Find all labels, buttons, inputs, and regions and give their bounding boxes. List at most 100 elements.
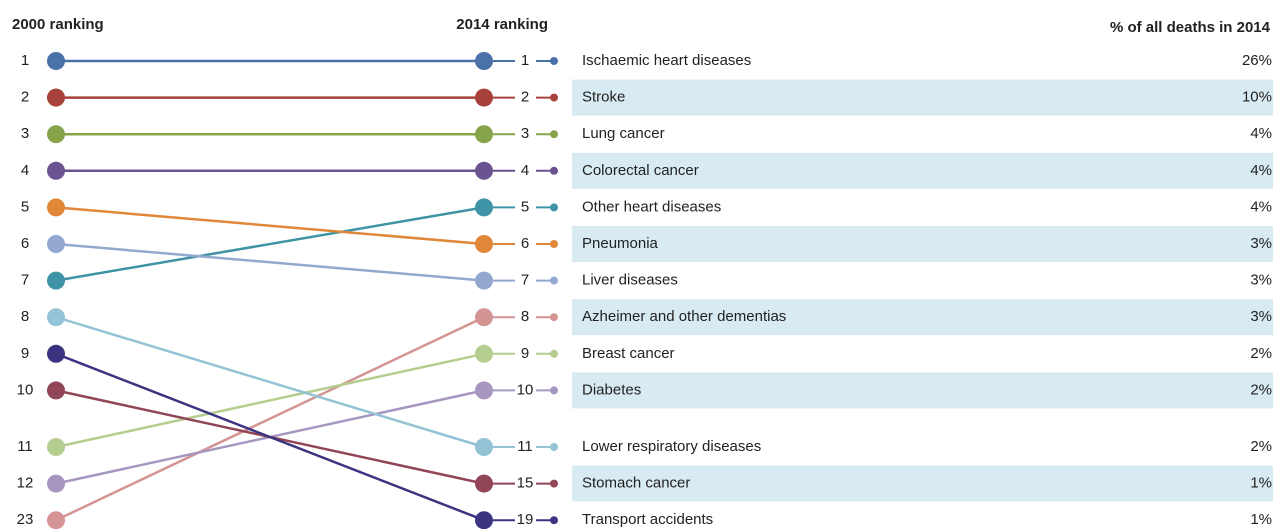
left-dot [47, 344, 65, 363]
small-dot [550, 386, 558, 395]
small-dot [550, 479, 558, 488]
cause-name: Ischaemic heart diseases [582, 52, 751, 69]
left-dot [47, 125, 65, 144]
right-rank: 8 [521, 308, 529, 325]
value-label: 2% [1250, 438, 1272, 455]
right-dot [475, 344, 493, 363]
cause-name: Azheimer and other dementias [582, 308, 786, 325]
value-label: 2% [1250, 381, 1272, 398]
left-rank: 2 [21, 89, 29, 106]
right-dot [475, 474, 493, 493]
right-rank: 3 [521, 125, 529, 142]
right-header: 2014 ranking [456, 16, 548, 33]
left-rank: 23 [17, 511, 34, 528]
small-dot [550, 313, 558, 322]
right-dot [475, 88, 493, 107]
small-dot [550, 349, 558, 358]
cause-name: Colorectal cancer [582, 162, 699, 179]
small-dot [550, 443, 558, 451]
left-dot [47, 511, 65, 529]
right-rank: 15 [517, 475, 534, 492]
left-dot [47, 52, 65, 70]
right-rank: 10 [517, 381, 534, 398]
row-band [572, 465, 1273, 502]
value-label: 3% [1250, 235, 1272, 252]
cause-name: Stomach cancer [582, 475, 690, 492]
right-rank: 4 [521, 162, 529, 179]
left-rank: 10 [17, 381, 34, 398]
small-dot [550, 166, 558, 175]
row-band [572, 226, 1273, 262]
left-dot [47, 474, 65, 493]
right-rank: 7 [521, 272, 529, 289]
right-dot [475, 161, 493, 180]
value-label: 10% [1242, 89, 1272, 106]
right-dot [475, 271, 493, 290]
slope-line [55, 352, 485, 449]
left-rank: 7 [21, 272, 29, 289]
small-dot [550, 276, 558, 285]
value-label: 3% [1250, 272, 1272, 289]
right-rank: 5 [521, 198, 529, 215]
small-dot [550, 240, 558, 248]
cause-name: Other heart diseases [582, 198, 721, 215]
small-dot [550, 516, 558, 525]
cause-name: Transport accidents [582, 511, 713, 528]
small-dot [550, 57, 558, 65]
left-dot [47, 235, 65, 253]
right-rank: 11 [517, 438, 533, 455]
slope-line [55, 206, 485, 246]
small-dot [550, 130, 558, 139]
row-band [572, 372, 1273, 409]
right-rank: 9 [521, 345, 529, 362]
cause-name: Diabetes [582, 381, 641, 398]
left-dot [47, 271, 65, 290]
right-dot [475, 308, 493, 327]
value-label: 26% [1242, 52, 1272, 69]
value-header: % of all deaths in 2014 [1110, 19, 1271, 36]
left-rank: 11 [17, 438, 33, 455]
value-label: 4% [1250, 198, 1272, 215]
value-label: 4% [1250, 162, 1272, 179]
left-rank: 5 [21, 198, 29, 215]
right-dot [475, 125, 493, 144]
right-dot [475, 438, 493, 456]
slope-line [55, 352, 485, 522]
slope-line [55, 206, 485, 282]
value-label: 1% [1250, 475, 1272, 492]
cause-name: Liver diseases [582, 272, 678, 289]
left-rank: 8 [21, 308, 29, 325]
value-label: 4% [1250, 125, 1272, 142]
value-label: 3% [1250, 308, 1272, 325]
right-rank: 19 [517, 511, 534, 528]
left-dot [47, 381, 65, 400]
right-dot [475, 52, 493, 70]
value-label: 2% [1250, 345, 1272, 362]
left-dot [47, 308, 65, 327]
left-rank: 9 [21, 345, 29, 362]
slope-line [55, 316, 485, 522]
right-rank: 6 [521, 235, 529, 252]
small-dot [550, 203, 558, 212]
left-rank: 4 [21, 162, 29, 179]
slope-line [55, 242, 485, 282]
cause-name: Pneumonia [582, 235, 659, 252]
left-header: 2000 ranking [12, 16, 104, 33]
left-rank: 3 [21, 125, 29, 142]
right-rank: 2 [521, 89, 529, 106]
left-dot [47, 161, 65, 180]
row-band [572, 152, 1273, 189]
small-dot [550, 93, 558, 102]
cause-name: Lower respiratory diseases [582, 438, 761, 455]
right-dot [475, 235, 493, 253]
left-dot [47, 88, 65, 107]
slope-line [55, 316, 485, 449]
right-dot [475, 511, 493, 529]
right-dot [475, 198, 493, 217]
row-band [572, 299, 1273, 336]
left-dot [47, 198, 65, 217]
cause-name: Stroke [582, 89, 625, 106]
cause-name: Lung cancer [582, 125, 665, 142]
row-band [572, 79, 1273, 116]
